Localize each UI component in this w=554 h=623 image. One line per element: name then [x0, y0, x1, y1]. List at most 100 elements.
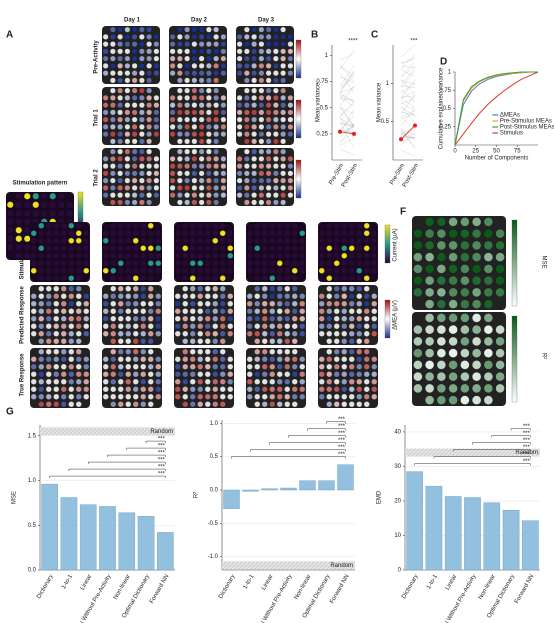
- electrode: [299, 378, 306, 385]
- electrode: [131, 62, 138, 69]
- bar: [337, 464, 354, 491]
- electrode: [299, 323, 306, 330]
- electrode: [83, 386, 90, 393]
- electrode: [213, 184, 220, 191]
- electrode: [68, 356, 75, 363]
- electrode: [261, 260, 268, 267]
- electrode: [272, 41, 279, 48]
- electrode: [102, 131, 109, 138]
- electrode: [280, 109, 287, 116]
- electrode: [131, 109, 138, 116]
- electrode: [265, 26, 272, 33]
- electrode: [68, 363, 75, 370]
- electrode: [23, 243, 31, 251]
- electrode: [220, 163, 227, 170]
- electrode: [75, 245, 82, 252]
- electrode: [284, 348, 291, 355]
- electrode: [363, 237, 370, 244]
- electrode: [197, 308, 204, 315]
- electrode: [140, 401, 147, 408]
- electrode: [333, 245, 340, 252]
- electrode: [269, 293, 276, 300]
- electrode: [326, 285, 333, 292]
- background-trace: [339, 72, 355, 88]
- x-tick-label: Dictionary: [218, 574, 237, 600]
- electrode: [176, 123, 183, 130]
- electrode: [83, 330, 90, 337]
- electrode: [460, 383, 470, 393]
- electrode: [284, 378, 291, 385]
- background-trace: [339, 122, 355, 149]
- electrode: [184, 170, 191, 177]
- electrode: [75, 315, 82, 322]
- electrode: [254, 230, 261, 237]
- electrode: [363, 393, 370, 400]
- y-tick-label: 20: [394, 499, 401, 505]
- electrode: [284, 393, 291, 400]
- electrode: [413, 360, 423, 370]
- bar: [522, 520, 539, 571]
- electrode: [269, 275, 276, 282]
- electrode: [448, 299, 458, 309]
- electrode: [371, 363, 378, 370]
- electrode: [174, 386, 181, 393]
- electrode: [341, 293, 348, 300]
- electrode: [243, 109, 250, 116]
- electrode: [243, 77, 250, 84]
- electrode: [326, 378, 333, 385]
- electrode: [272, 170, 279, 177]
- electrode: [75, 293, 82, 300]
- electrode: [284, 363, 291, 370]
- electrode: [155, 386, 162, 393]
- electrode: [363, 363, 370, 370]
- electrode: [265, 170, 272, 177]
- electrode: [110, 222, 117, 229]
- panel-label: B: [311, 30, 318, 41]
- significance-label: ***: [158, 451, 166, 457]
- electrode: [265, 94, 272, 101]
- electrode: [243, 26, 250, 33]
- electrode: [436, 299, 446, 309]
- significance-bracket: [510, 428, 531, 431]
- electrode: [53, 308, 60, 315]
- electrode: [176, 155, 183, 162]
- electrode: [30, 386, 37, 393]
- electrode: [125, 315, 132, 322]
- electrode: [276, 300, 283, 307]
- background-trace: [339, 93, 355, 102]
- electrode: [254, 356, 261, 363]
- electrode: [254, 338, 261, 345]
- background-trace: [339, 65, 355, 87]
- electrode: [205, 163, 212, 170]
- electrode: [291, 323, 298, 330]
- series-line: [454, 71, 538, 146]
- electrode: [53, 252, 60, 259]
- electrode: [124, 199, 131, 206]
- electrode: [75, 230, 82, 237]
- electrode: [205, 26, 212, 33]
- electrode: [280, 33, 287, 40]
- background-trace: [400, 65, 416, 68]
- electrode: [413, 287, 423, 297]
- electrode: [191, 184, 198, 191]
- electrode: [213, 131, 220, 138]
- electrode: [284, 275, 291, 282]
- electrode: [333, 363, 340, 370]
- electrode: [30, 363, 37, 370]
- electrode: [472, 372, 482, 382]
- electrode: [102, 252, 109, 259]
- electrode: [45, 378, 52, 385]
- electrode: [341, 378, 348, 385]
- electrode: [131, 155, 138, 162]
- electrode: [448, 325, 458, 335]
- electrode: [57, 201, 65, 209]
- electrode: [131, 41, 138, 48]
- electrode: [117, 245, 124, 252]
- electrode: [448, 229, 458, 239]
- electrode: [284, 230, 291, 237]
- electrode: [280, 48, 287, 55]
- electrode: [472, 383, 482, 393]
- electrode: [265, 192, 272, 199]
- electrode: [184, 123, 191, 130]
